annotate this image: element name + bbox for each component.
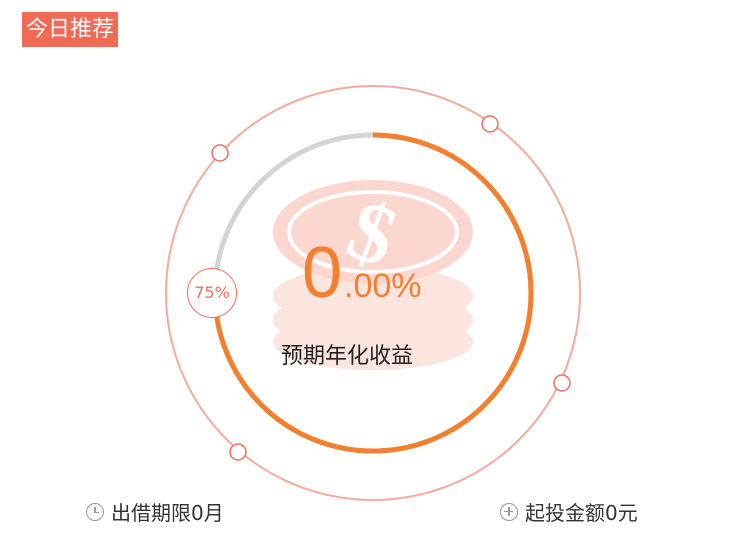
min-invest-info: 起投金额0元 (500, 497, 638, 526)
coin-stack-icon: $ (273, 180, 473, 370)
outer-ring (165, 85, 581, 501)
progress-percent-badge: 75% (187, 268, 237, 318)
term-label: 出借期限0月 (111, 501, 224, 525)
outer-ring-dot (229, 443, 247, 461)
progress-arc (212, 132, 534, 454)
outer-ring-dot (553, 374, 571, 392)
plus-circle-icon (500, 502, 518, 521)
annual-rate: 0.00% (302, 232, 422, 314)
clock-icon (86, 502, 104, 521)
rate-whole: 0 (302, 233, 343, 313)
term-info: 出借期限0月 (86, 497, 224, 526)
min-invest-label: 起投金额0元 (525, 501, 638, 525)
rate-fraction: .00% (344, 267, 422, 305)
today-recommend-badge: 今日推荐 (22, 12, 119, 47)
rate-caption: 预期年化收益 (280, 344, 413, 369)
outer-ring-dot (211, 144, 229, 162)
outer-ring-dot (481, 115, 499, 133)
